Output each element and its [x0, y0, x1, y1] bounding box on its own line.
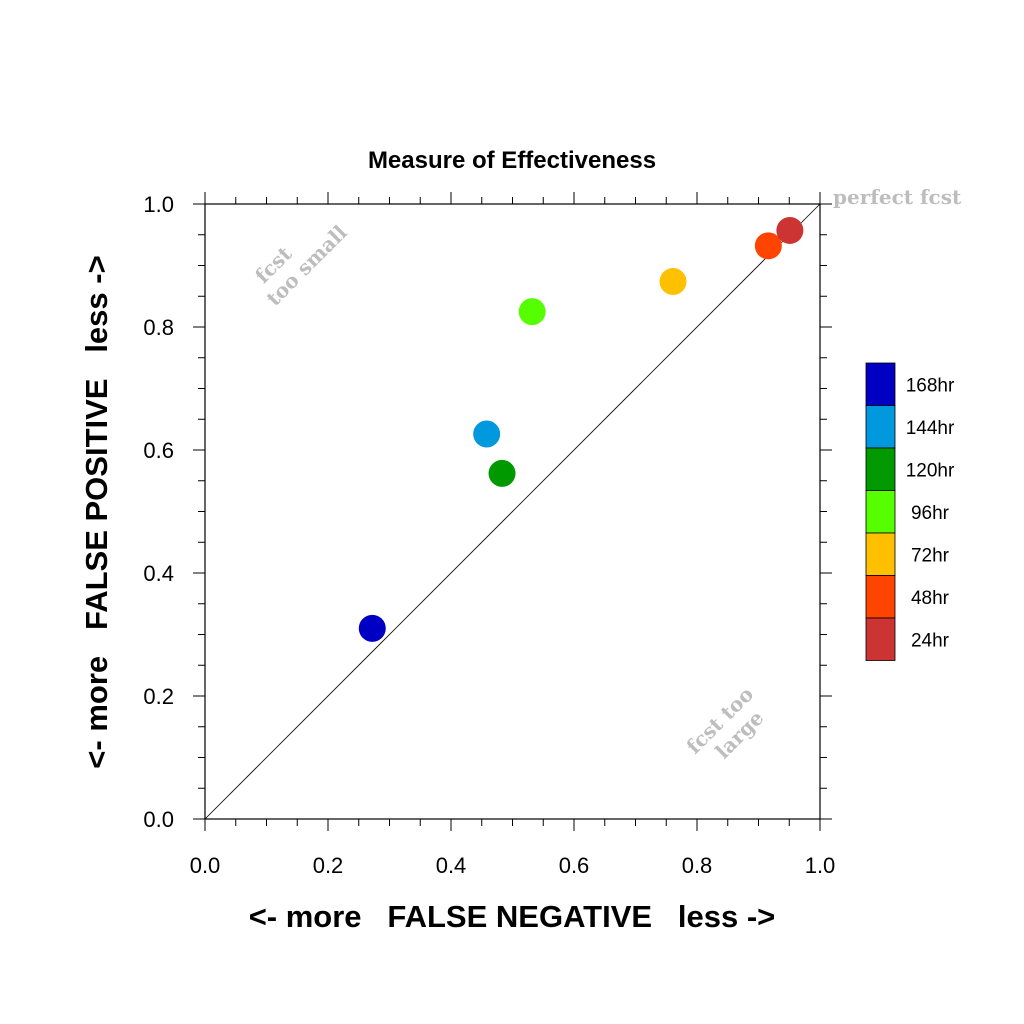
- legend-label-24hr: 24hr: [911, 630, 950, 651]
- y-tick-label: 0.6: [143, 438, 174, 463]
- point-48hr: [754, 232, 782, 260]
- chart-title: Measure of Effectiveness: [368, 147, 656, 174]
- legend-label-96hr: 96hr: [911, 503, 950, 524]
- annotations: perfect fcst fcsttoo small fcst toolarge: [245, 185, 962, 775]
- x-tick-label: 1.0: [805, 853, 836, 878]
- y-tick-label: 0.0: [143, 807, 174, 832]
- y-tick-label: 0.4: [143, 561, 174, 586]
- point-168hr: [358, 614, 386, 642]
- x-tick-label: 0.0: [190, 853, 221, 878]
- reference-diagonal: [204, 203, 821, 820]
- x-tick-label: 0.6: [559, 853, 590, 878]
- point-96hr: [518, 298, 546, 326]
- legend-label-144hr: 144hr: [906, 418, 955, 439]
- y-tick-label: 1.0: [143, 192, 174, 217]
- x-tick-label: 0.4: [436, 853, 467, 878]
- legend-label-48hr: 48hr: [911, 588, 950, 609]
- point-72hr: [659, 267, 687, 295]
- legend-label-72hr: 72hr: [911, 545, 950, 566]
- point-120hr: [488, 459, 516, 487]
- legend-swatch-96hr: [865, 490, 896, 534]
- x-tick-label: 0.8: [682, 853, 713, 878]
- x-tick-label: 0.2: [313, 853, 344, 878]
- annotation-perfect-fcst: perfect fcst: [833, 185, 962, 209]
- y-axis-label: <- more FALSE POSITIVE less ->: [79, 255, 114, 768]
- y-tick-label: 0.2: [143, 684, 174, 709]
- legend-swatch-72hr: [865, 532, 896, 576]
- annotation-fcst-too-small: fcsttoo small: [245, 203, 352, 310]
- y-tick-label: 0.8: [143, 315, 174, 340]
- legend-label-168hr: 168hr: [906, 375, 955, 396]
- legend-swatch-144hr: [865, 405, 896, 449]
- legend-swatch-168hr: [865, 362, 896, 406]
- legend-swatch-48hr: [865, 575, 896, 619]
- point-144hr: [473, 420, 501, 448]
- point-24hr: [776, 216, 804, 244]
- axis-ticks: [193, 192, 832, 831]
- x-axis-label: <- more FALSE NEGATIVE less ->: [249, 899, 776, 934]
- legend-swatch-120hr: [865, 447, 896, 491]
- data-points: [358, 216, 804, 642]
- legend: 168hr 144hr 120hr 96hr 72hr 48hr 24hr: [865, 362, 955, 661]
- annotation-fcst-too-large: fcst toolarge: [682, 682, 775, 775]
- tick-labels: 0.0 0.2 0.4 0.6 0.8 1.0 0.0 0.2 0.4 0.6 0.8 1.0: [143, 192, 835, 878]
- legend-swatch-24hr: [865, 617, 896, 661]
- legend-label-120hr: 120hr: [906, 460, 955, 481]
